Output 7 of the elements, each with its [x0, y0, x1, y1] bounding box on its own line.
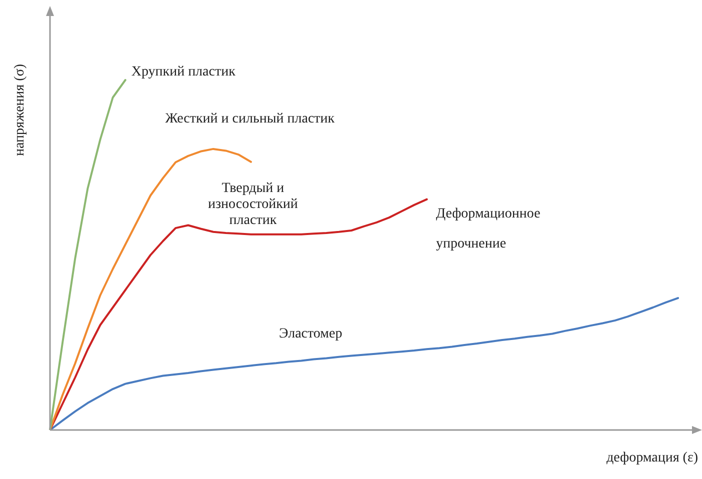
series-label: Хрупкий пластик [131, 64, 236, 80]
text: Жесткий и сильный пластик [165, 112, 335, 127]
series-label: Эластомер [279, 326, 342, 342]
series-label: Твердый и износостойкий пластик [208, 181, 298, 228]
x-axis-title: деформация (ε) [606, 450, 698, 466]
annotation: Деформационное упрочнение [436, 206, 540, 252]
y-axis-title: напряжения (σ) [12, 64, 28, 156]
